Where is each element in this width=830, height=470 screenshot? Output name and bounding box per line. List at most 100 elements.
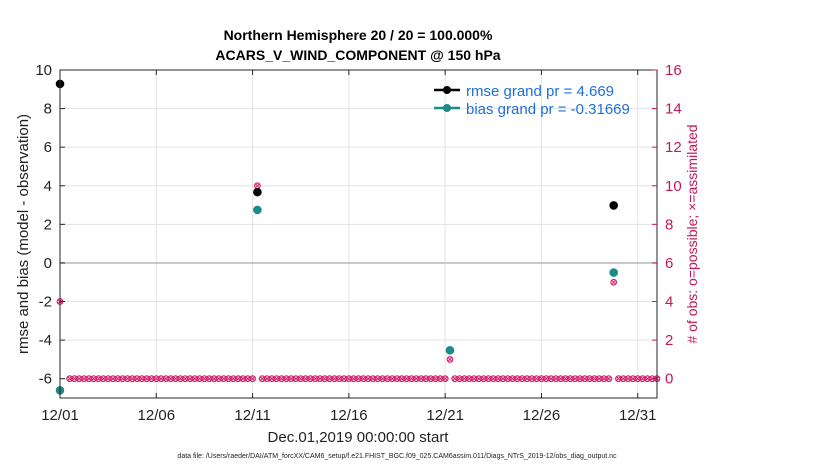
obs-count-zero-point-assimilated	[187, 376, 193, 382]
obs-count-zero-point-possible	[157, 375, 165, 383]
obs-count-zero-point-assimilated	[355, 376, 362, 382]
obs-count-zero-point-assimilated	[192, 376, 198, 382]
obs-count-zero-point-assimilated	[461, 376, 467, 382]
obs-count-zero-point-possible	[350, 375, 358, 383]
obs-count-zero-point-possible	[576, 375, 584, 383]
y-left-tick-label: 10	[35, 62, 52, 79]
obs-count-zero-point-possible	[215, 375, 223, 383]
obs-count-zero-point-possible	[220, 375, 228, 383]
obs-count-zero-point-possible	[196, 375, 204, 383]
obs-count-zero-point-assimilated	[225, 376, 232, 382]
obs-count-zero-point-assimilated	[572, 376, 578, 382]
obs-count-zero-point-possible	[393, 375, 401, 383]
obs-count-zero-point-assimilated	[341, 376, 347, 382]
obs-count-zero-point-possible	[417, 375, 425, 383]
obs-count-zero-point-possible	[369, 375, 377, 383]
obs-count-zero-point-possible	[225, 375, 232, 383]
y-right-tick-label: 2	[665, 332, 673, 349]
obs-count-zero-point-possible	[605, 375, 613, 383]
obs-count-zero-point-possible	[557, 375, 565, 383]
obs-count-zero-point-possible	[403, 375, 411, 383]
y-right-tick-label: 16	[665, 62, 682, 79]
obs-count-zero-point-possible	[629, 375, 637, 383]
obs-count-zero-point-possible	[302, 375, 309, 383]
legend-marker-rmse	[443, 86, 451, 94]
obs-count-zero-point-assimilated	[481, 376, 487, 382]
y-right-tick-label: 4	[665, 294, 673, 311]
obs-count-zero-point-assimilated	[538, 376, 545, 382]
obs-count-zero-point-assimilated	[510, 376, 516, 382]
y-right-tick-label: 0	[665, 371, 673, 388]
obs-count-zero-point-assimilated	[245, 376, 251, 382]
obs-count-zero-point-assimilated	[389, 376, 395, 382]
obs-count-zero-point-possible	[398, 375, 406, 383]
obs-count-zero-point-assimilated	[553, 376, 559, 382]
x-tick-label: 12/11	[234, 407, 270, 424]
obs-count-zero-point-possible	[451, 375, 459, 383]
obs-count-zero-point-assimilated	[274, 376, 280, 382]
obs-count-zero-point-assimilated	[625, 376, 631, 382]
obs-count-zero-point-assimilated	[418, 376, 424, 382]
x-tick-label: 12/16	[330, 407, 368, 424]
obs-count-zero-point-assimilated	[71, 376, 77, 382]
obs-count-zero-point-possible	[119, 375, 126, 383]
obs-count-zero-point-possible	[456, 375, 464, 383]
bias-point	[445, 346, 455, 355]
obs-count-zero-point-assimilated	[505, 376, 511, 382]
obs-count-zero-point-assimilated	[307, 376, 313, 382]
obs-count-zero-point-possible	[244, 375, 252, 383]
obs-count-zero-point-possible	[278, 375, 285, 383]
obs-count-zero-point-possible	[326, 375, 334, 383]
obs-count-zero-point-possible	[210, 375, 218, 383]
y-right-tick-label: 10	[665, 178, 682, 195]
y-right-tick-label: 12	[665, 139, 682, 156]
obs-count-zero-point-possible	[263, 375, 271, 383]
obs-count-zero-point-assimilated	[240, 376, 246, 382]
y-axis-label-left: rmse and bias (model - observation)	[15, 114, 32, 354]
obs-count-zero-point-possible	[436, 375, 444, 383]
obs-count-zero-point-possible	[114, 375, 122, 383]
obs-count-zero-point-assimilated	[139, 376, 145, 382]
obs-count-zero-point-assimilated	[558, 376, 564, 382]
obs-count-zero-point-possible	[162, 375, 170, 383]
obs-count-zero-point-possible	[422, 375, 430, 383]
obs-count-zero-point-assimilated	[562, 376, 569, 382]
obs-count-zero-point-assimilated	[158, 376, 164, 382]
obs-count-zero-point-assimilated	[201, 376, 207, 382]
obs-count-zero-point-possible	[128, 375, 136, 383]
obs-count-zero-point-possible	[461, 375, 468, 383]
obs-count-zero-point-possible	[619, 375, 627, 383]
obs-count-zero-point-assimilated	[327, 376, 333, 382]
obs-count-zero-point-possible	[513, 375, 521, 383]
obs-count-zero-point-possible	[624, 375, 632, 383]
obs-count-zero-point-assimilated	[259, 376, 265, 382]
obs-count-zero-point-possible	[316, 375, 324, 383]
obs-count-zero-point-assimilated	[322, 376, 328, 382]
obs-count-zero-point-assimilated	[312, 376, 318, 382]
obs-count-zero-point-possible	[239, 375, 247, 383]
obs-count-zero-point-assimilated	[91, 376, 97, 382]
obs-count-zero-point-possible	[268, 375, 276, 383]
obs-count-zero-point-possible	[331, 375, 338, 383]
obs-count-zero-point-assimilated	[211, 376, 217, 382]
obs-count-zero-point-possible	[523, 375, 531, 383]
obs-count-zero-point-assimilated	[384, 376, 390, 382]
obs-count-zero-point-assimilated	[490, 376, 496, 382]
obs-count-zero-point-possible	[441, 375, 449, 383]
obs-count-zero-point-assimilated	[177, 376, 183, 382]
obs-count-zero-point-assimilated	[86, 376, 92, 382]
obs-count-zero-point-possible	[90, 375, 98, 383]
obs-count-zero-point-possible	[595, 375, 603, 383]
obs-count-zero-point-possible	[249, 375, 256, 383]
x-axis-label: Dec.01,2019 00:00:00 start	[268, 429, 450, 446]
obs-count-zero-point-assimilated	[298, 376, 304, 382]
obs-count-zero-point-possible	[489, 375, 497, 383]
obs-count-zero-point-possible	[355, 375, 362, 383]
obs-count-zero-point-possible	[566, 375, 574, 383]
obs-count-zero-point-assimilated	[283, 376, 289, 382]
obs-count-zero-point-assimilated	[221, 376, 227, 382]
rmse-point	[253, 187, 262, 197]
obs-count-zero-point-possible	[485, 375, 492, 383]
obs-count-zero-point-possible	[465, 375, 473, 383]
